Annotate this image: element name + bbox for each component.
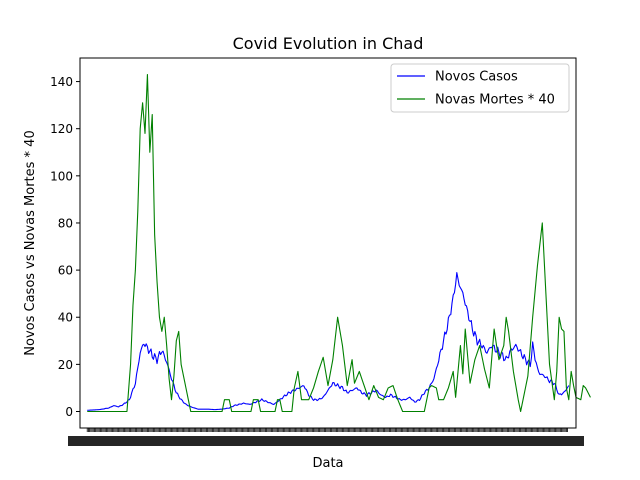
y-axis-label: Novos Casos vs Novas Mortes * 40	[23, 130, 38, 355]
x-axis	[68, 428, 584, 446]
y-tick-label: 40	[58, 311, 73, 325]
x-tick-labels-overlap	[68, 436, 584, 446]
y-tick-label: 140	[50, 75, 73, 89]
legend-label-novos-casos: Novos Casos	[435, 70, 518, 85]
chart-title: Covid Evolution in Chad	[233, 34, 424, 53]
plot-frame	[79, 57, 577, 429]
series-line-novas-mortes	[87, 73, 591, 413]
series-line-novos-casos	[87, 272, 570, 411]
y-tick-label: 100	[50, 169, 73, 183]
x-axis-label: Data	[312, 456, 343, 471]
legend: Novos Casos Novas Mortes * 40	[390, 63, 570, 113]
y-tick-label: 0	[65, 405, 73, 419]
series-group	[87, 73, 591, 413]
y-tick-label: 60	[58, 264, 73, 278]
legend-label-novas-mortes: Novas Mortes * 40	[435, 93, 555, 108]
y-tick-label: 120	[50, 122, 73, 136]
legend-box	[390, 63, 570, 113]
y-tick-label: 20	[58, 358, 73, 372]
y-tick-label: 80	[58, 216, 73, 230]
y-axis: 0 20 40 60 80 100 120 140	[50, 75, 80, 419]
plot-area	[80, 58, 576, 428]
